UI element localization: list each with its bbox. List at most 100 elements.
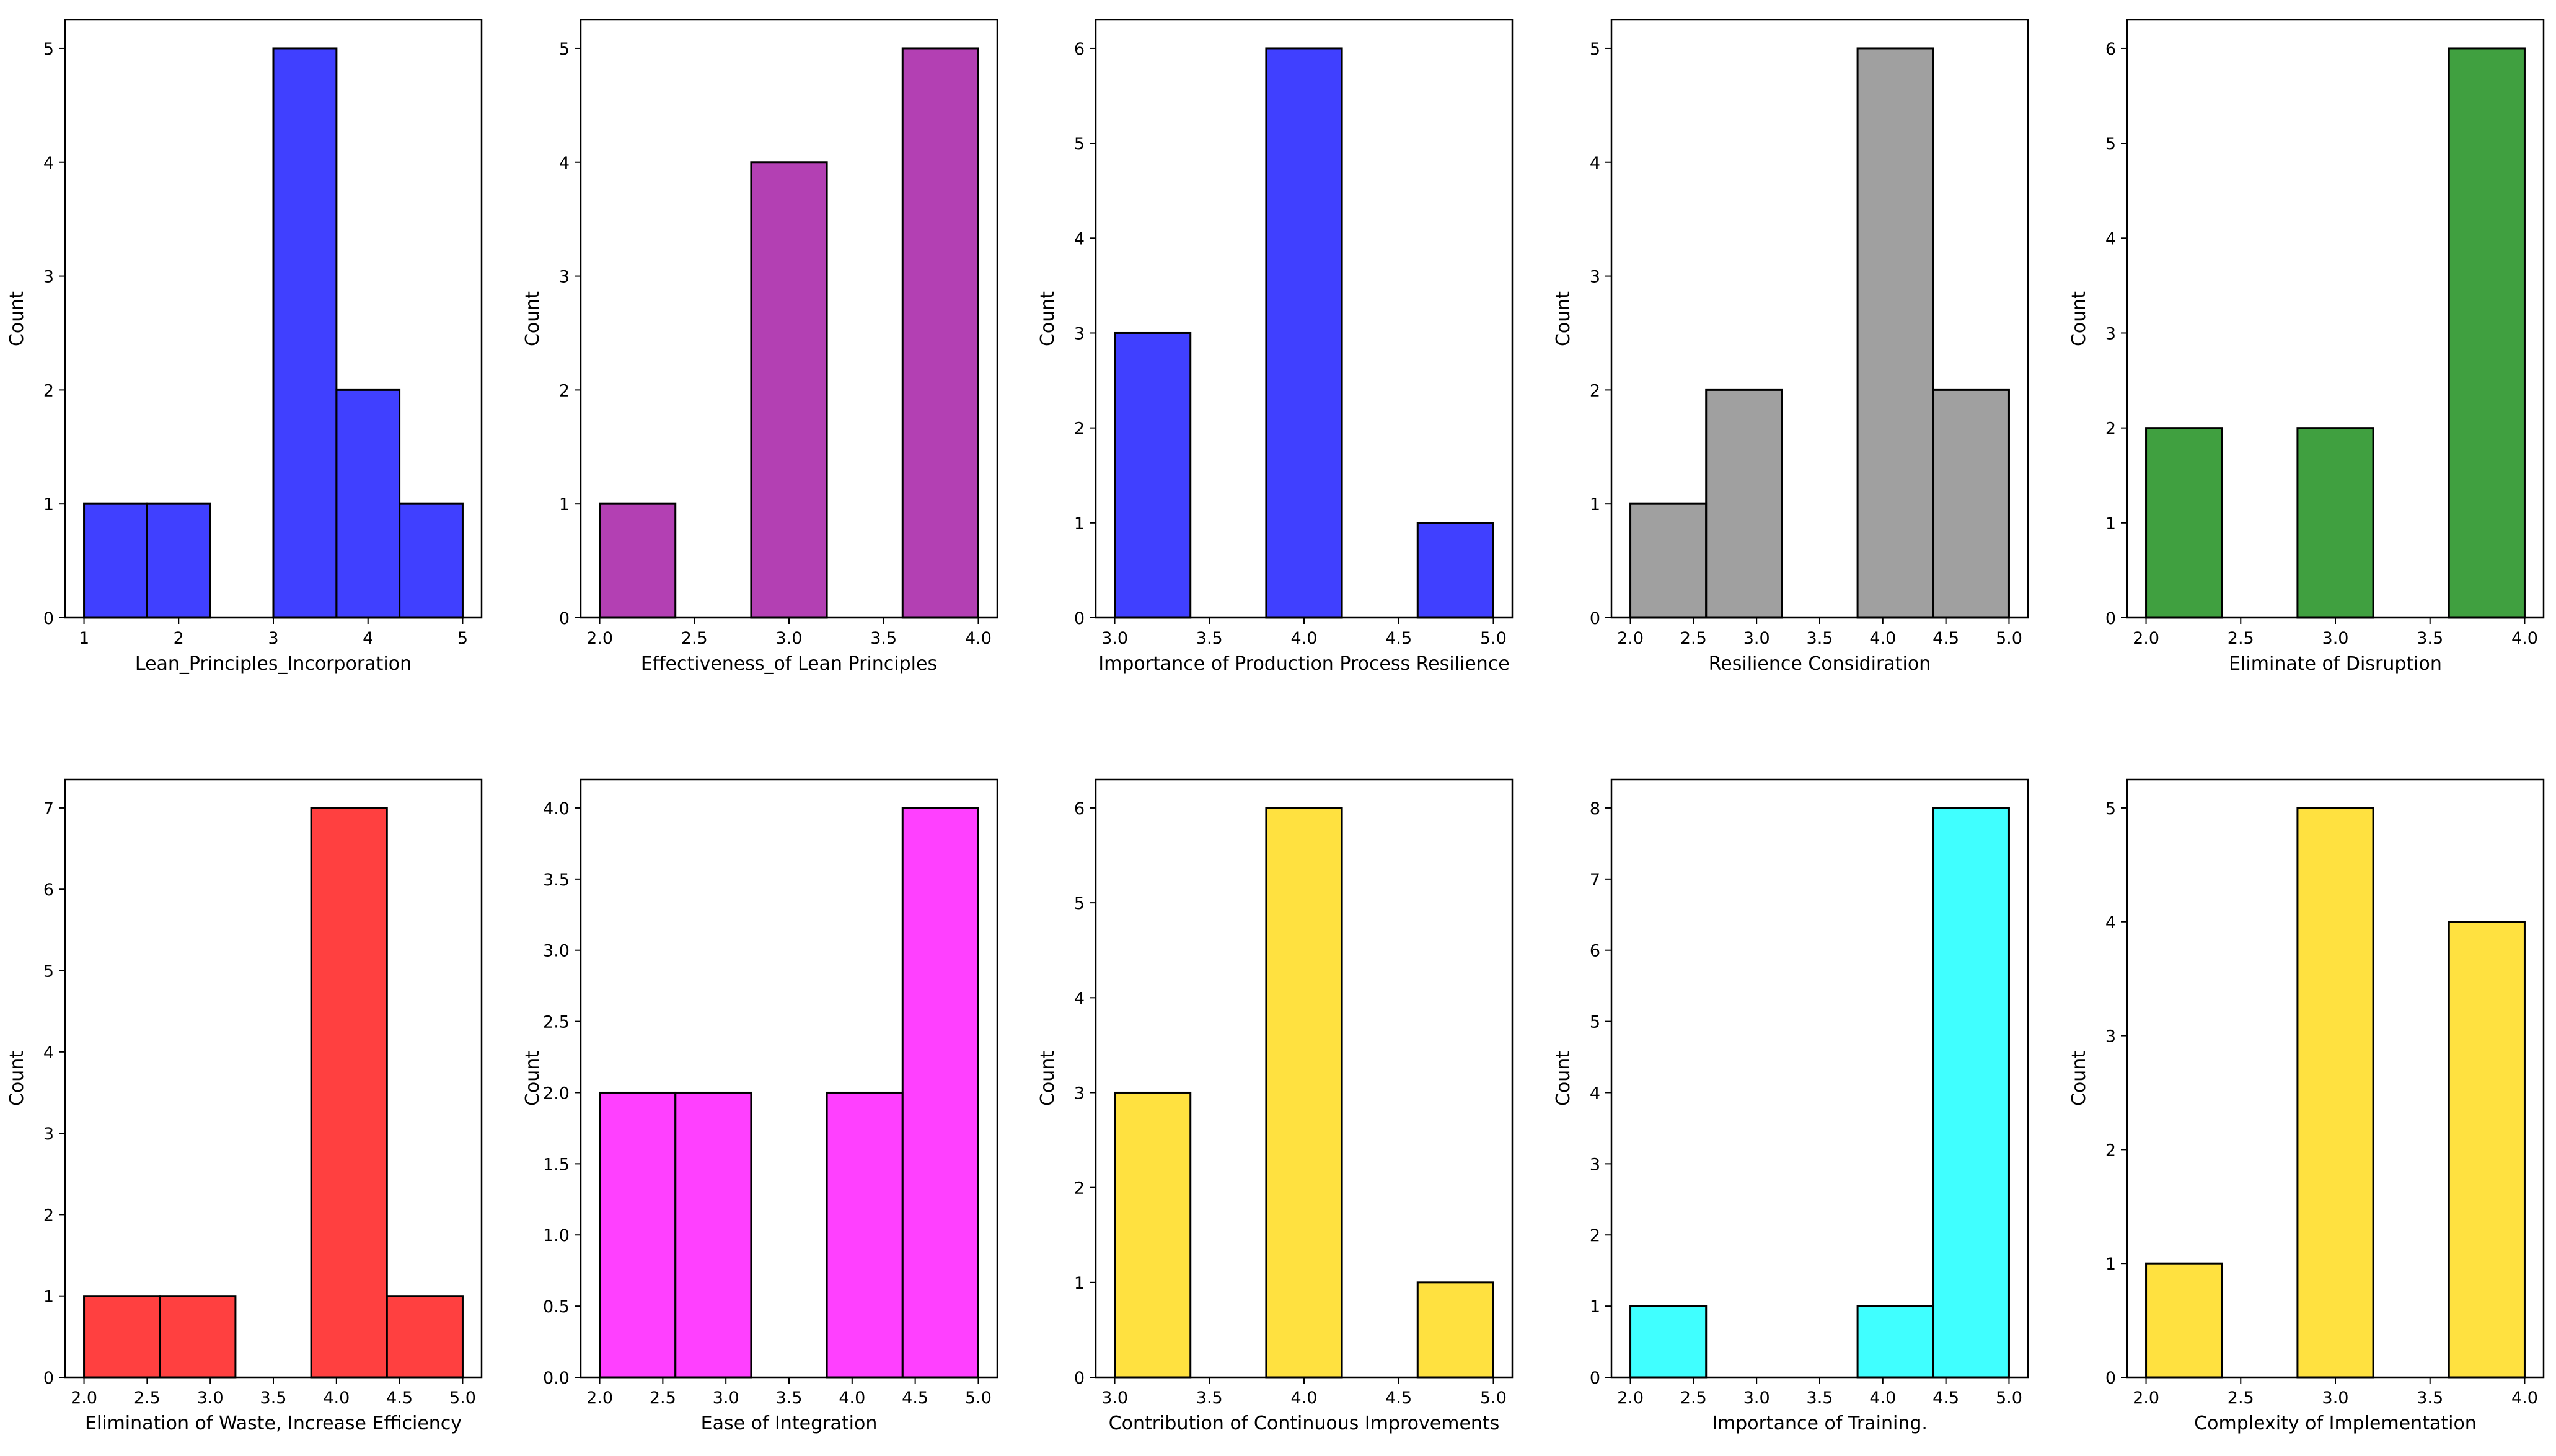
histogram-bar: [83, 1295, 161, 1379]
histogram-bar: [1629, 1305, 1708, 1379]
x-tick-label: 3.5: [870, 629, 897, 648]
y-tick-label: 4: [1074, 989, 1085, 1008]
x-tick-label: 3.0: [1101, 1388, 1128, 1408]
y-axis-label: Count: [2068, 1051, 2090, 1106]
y-tick-label: 1.5: [543, 1155, 570, 1174]
y-tick-label: 0: [2105, 1369, 2116, 1388]
x-tick-label: 5.0: [1480, 1388, 1507, 1408]
x-tick-label: 5.0: [1996, 629, 2022, 648]
histogram-bar: [1114, 1091, 1192, 1379]
y-tick-label: 4: [1590, 154, 1600, 173]
y-tick-label: 4.0: [543, 799, 570, 818]
x-tick-label: 3.0: [2322, 629, 2349, 648]
histogram-panel-1: 1 2 3 4 5 0 1 2 3 4 5 Lean_Principles_Incorporation…: [6, 19, 483, 675]
histogram-panel-5: 2.0 2.5 3.0 3.5 4.0 0 1 2 3 4 5 6 Eliminate of Disru…: [2068, 19, 2545, 675]
histogram-bar: [2296, 807, 2374, 1379]
y-tick-label: 3: [43, 1125, 54, 1144]
y-tick-label: 1: [559, 495, 570, 514]
histogram-bar: [750, 161, 828, 619]
x-tick-label: 2.5: [681, 629, 708, 648]
y-tick-label: 3.0: [543, 942, 570, 961]
x-tick-label: 3.5: [1807, 1388, 1833, 1408]
x-tick-label: 5: [457, 629, 468, 648]
histogram-bar: [399, 502, 464, 619]
y-tick-label: 2: [1074, 419, 1085, 439]
y-tick-label: 0: [1074, 1369, 1085, 1388]
y-axis-label: Count: [1553, 1051, 1574, 1106]
y-tick-label: 2.0: [543, 1084, 570, 1103]
x-axis-label: Importance of Training.: [1712, 1413, 1928, 1434]
y-axis-label: Count: [1037, 1051, 1059, 1106]
y-tick-label: 3: [559, 268, 570, 287]
y-tick-label: 1.0: [543, 1226, 570, 1245]
x-axis-label: Contribution of Continuous Improvements: [1109, 1413, 1500, 1434]
histogram-bar: [1416, 1281, 1494, 1379]
y-tick-label: 7: [1590, 871, 1600, 890]
x-tick-label: 3.5: [1807, 629, 1833, 648]
y-tick-label: 0: [1590, 609, 1600, 628]
histogram-bar: [826, 1091, 904, 1379]
histogram-bar: [901, 807, 979, 1379]
y-tick-label: 0: [559, 609, 570, 628]
axes-frame: [64, 778, 483, 1379]
histogram-bar: [674, 1091, 752, 1379]
x-tick-label: 2.0: [1617, 1388, 1644, 1408]
histogram-bar: [83, 502, 148, 619]
y-tick-label: 1: [1074, 1274, 1085, 1293]
x-tick-label: 5.0: [449, 1388, 476, 1408]
x-tick-label: 3.0: [776, 629, 803, 648]
y-tick-label: 0: [43, 609, 54, 628]
x-axis-label: Eliminate of Disruption: [2229, 653, 2442, 675]
x-tick-label: 2.0: [586, 1388, 613, 1408]
y-tick-label: 3: [2105, 324, 2116, 343]
y-tick-label: 5: [43, 40, 54, 59]
histogram-bar: [1705, 388, 1783, 619]
histogram-bar: [335, 388, 401, 619]
histogram-bar: [599, 502, 677, 619]
y-axis-label: Count: [1037, 291, 1059, 346]
histogram-panel-8: 3.0 3.5 4.0 4.5 5.0 0 1 2 3 4 5 6 Contribution of Co…: [1037, 778, 1514, 1434]
x-tick-label: 5.0: [1996, 1388, 2022, 1408]
y-tick-label: 4: [1590, 1084, 1600, 1103]
y-tick-label: 5: [1074, 894, 1085, 913]
x-tick-label: 2.5: [1680, 1388, 1707, 1408]
y-tick-label: 5: [1590, 1013, 1600, 1032]
x-tick-label: 4.5: [1385, 629, 1412, 648]
histogram-bar: [146, 502, 211, 619]
x-tick-label: 2.0: [71, 1388, 97, 1408]
histogram-bar: [1416, 522, 1494, 619]
y-tick-label: 1: [2105, 1255, 2116, 1274]
x-tick-label: 4.0: [2511, 629, 2538, 648]
y-axis-label: Count: [522, 291, 544, 346]
y-tick-label: 0: [2105, 609, 2116, 628]
x-axis-label: Resilience Considiration: [1709, 653, 1931, 675]
y-tick-label: 6: [1590, 942, 1600, 961]
x-tick-label: 2.5: [1680, 629, 1707, 648]
y-tick-label: 2: [1590, 381, 1600, 400]
histogram-panel-9: 2.0 2.5 3.0 3.5 4.0 4.5 5.0 0 1 2 3 4 5 6 7 8 Importance…: [1553, 778, 2029, 1434]
x-axis-label: Importance of Production Process Resilie…: [1098, 653, 1509, 675]
x-tick-label: 1: [79, 629, 89, 648]
x-tick-label: 2.5: [2228, 629, 2254, 648]
y-tick-label: 3: [1590, 1155, 1600, 1174]
x-tick-label: 3.5: [776, 1388, 803, 1408]
x-tick-label: 2.0: [2133, 1388, 2159, 1408]
x-tick-label: 4.5: [902, 1388, 928, 1408]
histogram-bar: [386, 1295, 464, 1379]
x-tick-label: 5.0: [1480, 629, 1507, 648]
y-axis-label: Count: [2068, 291, 2090, 346]
x-tick-label: 4.0: [1869, 1388, 1896, 1408]
x-tick-label: 4.5: [1932, 629, 1959, 648]
histogram-bar: [901, 47, 979, 619]
y-tick-label: 4: [2105, 229, 2116, 248]
histogram-bar: [1265, 47, 1343, 619]
x-tick-label: 2.0: [2133, 629, 2159, 648]
y-tick-label: 2: [2105, 419, 2116, 439]
y-tick-label: 1: [1074, 514, 1085, 533]
histogram-panel-2: 2.0 2.5 3.0 3.5 4.0 0 1 2 3 4 5 Effectiveness_of Le…: [522, 19, 998, 675]
x-tick-label: 3.0: [1101, 629, 1128, 648]
x-tick-label: 3.5: [2417, 629, 2443, 648]
y-tick-label: 4: [43, 1043, 54, 1063]
y-tick-label: 1: [2105, 514, 2116, 533]
